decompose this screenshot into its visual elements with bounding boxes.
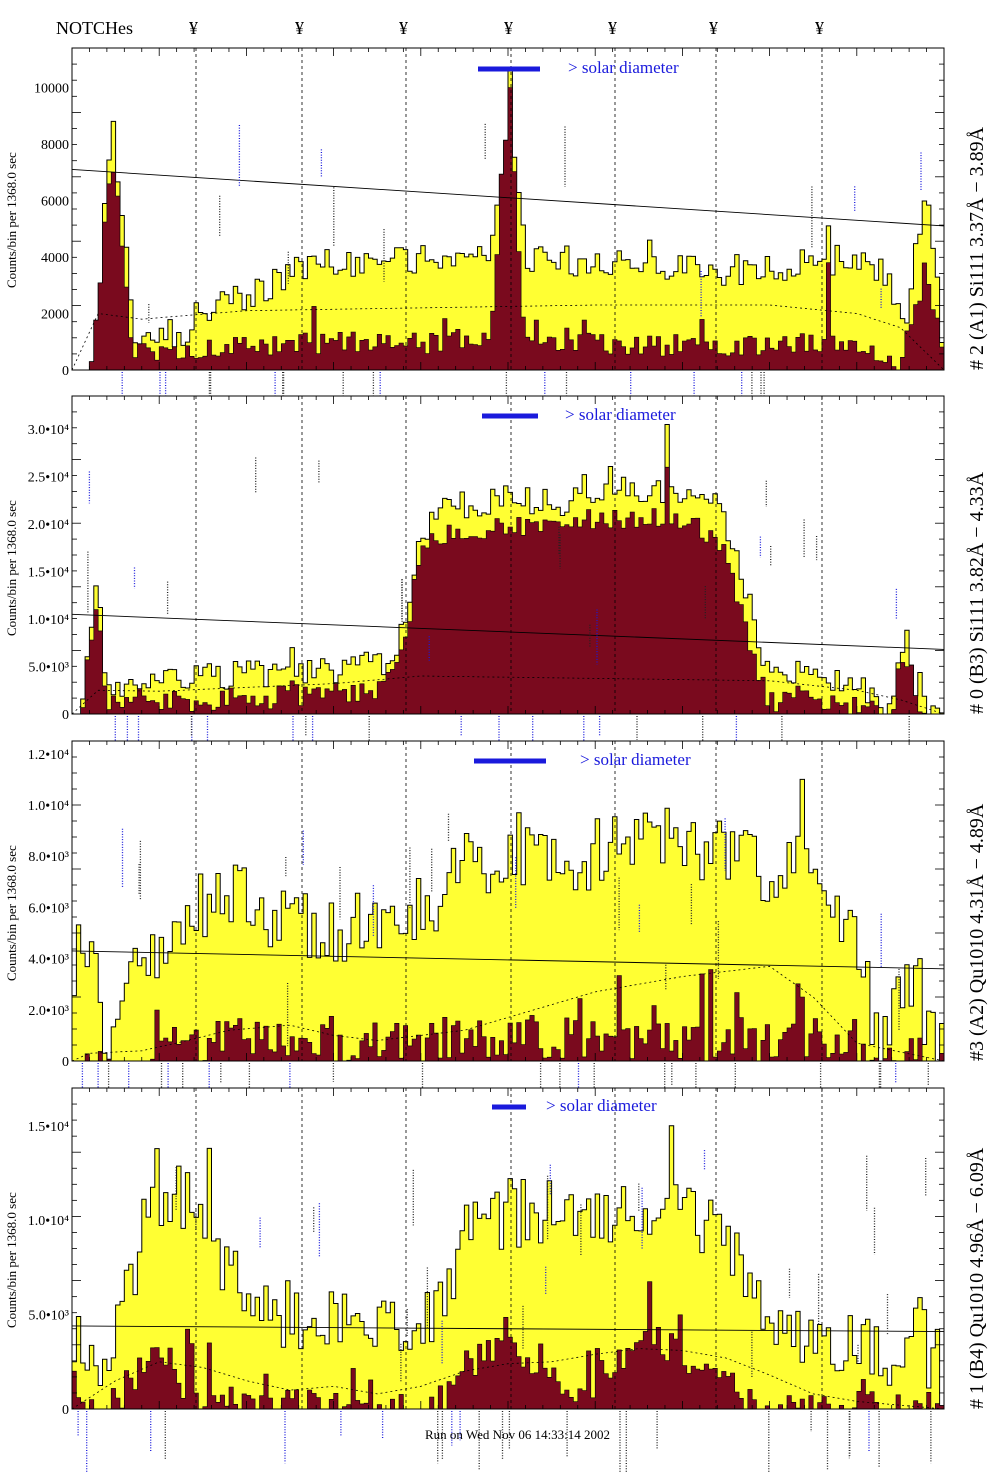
y-tick-label: 10000 [34, 82, 69, 97]
y-axis-label: Counts/bin per 1368.0 sec [4, 1192, 19, 1328]
y-tick-label: 6000 [41, 195, 69, 210]
notch-marker: ¥ [709, 18, 718, 38]
histogram-total [71, 1125, 945, 1410]
panel-title: # 0 (B3) Si111 3.82Å − 4.33Å [966, 471, 988, 714]
y-tick-label: 1.5•10⁴ [28, 566, 69, 581]
notch-marker: ¥ [399, 18, 408, 38]
solar-diameter-label: > solar diameter [546, 1096, 657, 1115]
notch-marker: ¥ [504, 18, 513, 38]
trend-line [71, 1325, 945, 1333]
y-tick-label: 1.0•10⁴ [28, 613, 69, 628]
y-tick-label: 0 [62, 364, 69, 379]
run-timestamp: Run on Wed Nov 06 14:33:14 2002 [425, 1427, 611, 1442]
y-tick-label: 4000 [41, 251, 69, 266]
y-axis-label: Counts/bin per 1368.0 sec [4, 845, 19, 981]
y-tick-label: 1.0•10⁴ [28, 799, 69, 814]
histogram-core [71, 1281, 945, 1410]
histogram-core [72, 87, 945, 371]
y-tick-label: 8000 [41, 138, 69, 153]
solar-diameter-label: > solar diameter [568, 58, 679, 77]
notch-marker: ¥ [815, 18, 824, 38]
y-tick-label: 0 [62, 708, 69, 723]
histogram-core [72, 969, 945, 1062]
trend-line [71, 169, 945, 227]
y-tick-label: 0 [62, 1403, 69, 1418]
y-tick-label: 1.5•10⁴ [28, 1120, 69, 1135]
y-axis-label: Counts/bin per 1368.0 sec [4, 152, 19, 288]
notches-label: NOTCHes [56, 18, 133, 38]
notch-marker: ¥ [189, 18, 198, 38]
dashed-curve [71, 1348, 945, 1410]
histogram-total [71, 778, 945, 1062]
y-tick-label: 2000 [41, 308, 69, 323]
y-tick-label: 1.2•10⁴ [28, 748, 69, 763]
notch-marker: ¥ [608, 18, 617, 38]
solar-diameter-label: > solar diameter [565, 405, 676, 424]
panel-title: #3 (A2) Qu1010 4.31Å − 4.89Å [966, 803, 988, 1061]
solar-diameter-label: > solar diameter [580, 750, 691, 769]
y-tick-label: 3.0•10⁴ [28, 423, 69, 438]
y-tick-label: 0 [62, 1055, 69, 1070]
y-tick-label: 4.0•10³ [28, 953, 69, 968]
histogram-core [72, 466, 944, 715]
notch-marker: ¥ [295, 18, 304, 38]
dashed-curve [71, 675, 945, 715]
y-tick-label: 5.0•10³ [28, 661, 69, 676]
trend-line [71, 950, 945, 970]
y-axis-label: Counts/bin per 1368.0 sec [4, 500, 19, 636]
y-tick-label: 5.0•10³ [28, 1309, 69, 1324]
y-tick-label: 2.5•10⁴ [28, 471, 69, 486]
y-tick-label: 6.0•10³ [28, 901, 69, 916]
panel-title: # 1 (B4) Qu1010 4.96Å − 6.09Å [966, 1147, 988, 1409]
trend-line [71, 613, 945, 650]
y-tick-label: 8.0•10³ [28, 850, 69, 865]
y-tick-label: 2.0•10³ [28, 1004, 69, 1019]
y-tick-label: 1.0•10⁴ [28, 1214, 69, 1229]
panel-title: # 2 (A1) Si111 3.37Å − 3.89Å [966, 126, 988, 370]
y-tick-label: 2.0•10⁴ [28, 518, 69, 533]
